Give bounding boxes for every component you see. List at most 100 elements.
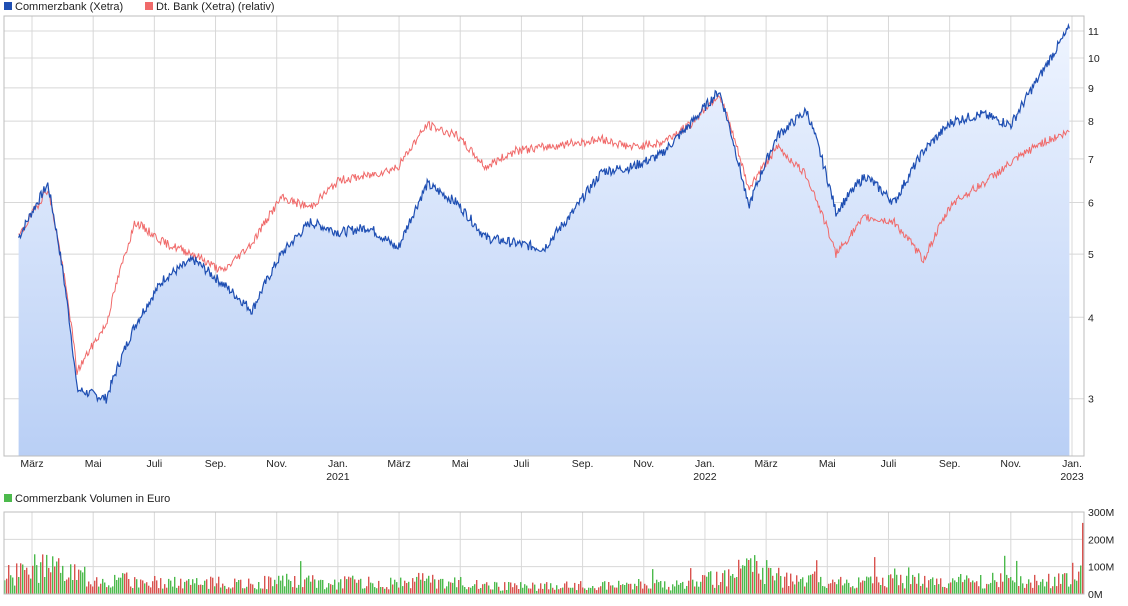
volume-bar [762, 567, 764, 594]
volume-bar [78, 569, 80, 594]
volume-bar [588, 587, 590, 594]
volume-bar [104, 582, 106, 594]
volume-panel-frame [3, 511, 1085, 595]
volume-bar [616, 587, 618, 594]
volume-bar [1010, 577, 1012, 594]
x-tick-label: Mai [452, 458, 469, 470]
volume-bar [282, 575, 284, 594]
volume-bar [68, 577, 70, 594]
volume-bar [246, 586, 248, 594]
volume-bar [50, 572, 52, 594]
x-tick-label: Sep. [939, 458, 961, 470]
legend-swatch-volume [4, 494, 12, 502]
volume-bar [76, 580, 78, 594]
volume-bar [438, 579, 440, 594]
deutsche-bank-relative-line [18, 94, 1070, 375]
volume-bar [342, 588, 344, 594]
volume-bar [426, 578, 428, 594]
volume-bar [700, 581, 702, 594]
volume-bar [880, 585, 882, 594]
x-tick-label: Nov. [1000, 458, 1021, 470]
volume-y-axis: 0M 100M 200M 300M [1088, 507, 1114, 601]
volume-bar [472, 586, 474, 594]
volume-bar [780, 576, 782, 594]
x-tick-label: März [754, 458, 777, 470]
volume-bar [990, 582, 992, 594]
volume-bar [744, 565, 746, 594]
volume-bar [658, 582, 660, 594]
x-tick-label: März [387, 458, 410, 470]
volume-bar [278, 575, 280, 594]
price-y-tick-label: 11 [1088, 26, 1099, 38]
volume-bar [972, 580, 974, 594]
volume-bar [954, 580, 956, 594]
volume-bar [22, 564, 24, 594]
volume-bar [540, 583, 542, 594]
volume-bar [326, 587, 328, 594]
volume-bar [150, 587, 152, 594]
volume-bar [562, 587, 564, 594]
volume-bar [332, 584, 334, 594]
legend-label-volume: Commerzbank Volumen in Euro [15, 493, 170, 505]
volume-bar [912, 574, 914, 594]
volume-bar [666, 589, 668, 594]
volume-bar [178, 585, 180, 594]
volume-bar [656, 579, 658, 594]
volume-bar [804, 586, 806, 594]
volume-bar [402, 586, 404, 594]
volume-bar [1050, 588, 1052, 594]
volume-bar [560, 588, 562, 594]
price-y-tick-label: 3 [1088, 394, 1094, 406]
volume-bar [918, 573, 920, 594]
x-tick-label: Mai [819, 458, 836, 470]
volume-bar [26, 567, 28, 594]
volume-bar [456, 587, 458, 594]
volume-bar [218, 576, 220, 594]
legend-swatch-commerzbank [4, 2, 12, 10]
volume-bar [872, 583, 874, 594]
volume-bar [652, 569, 654, 594]
volume-bar [810, 574, 812, 594]
x-year-label: 2021 [326, 471, 350, 483]
volume-bar [352, 575, 354, 594]
volume-bar [116, 580, 118, 594]
volume-bar [520, 582, 522, 594]
volume-bar [960, 574, 962, 594]
volume-bar [770, 568, 772, 594]
volume-bar [482, 584, 484, 594]
volume-bar [674, 586, 676, 594]
volume-bar [750, 558, 752, 594]
volume-bar [296, 587, 298, 594]
volume-bar [476, 580, 478, 594]
volume-bar [1032, 587, 1034, 594]
volume-bar [860, 582, 862, 594]
x-tick-label: Juli [881, 458, 897, 470]
volume-bar [308, 575, 310, 594]
volume-bar [822, 586, 824, 594]
volume-bar [124, 573, 126, 594]
volume-bar [934, 585, 936, 594]
volume-bar [754, 555, 756, 594]
volume-bar [10, 575, 12, 594]
volume-bar [628, 583, 630, 594]
volume-bar [830, 583, 832, 594]
volume-bar [900, 574, 902, 594]
volume-bar [856, 587, 858, 594]
volume-bar [812, 573, 814, 594]
volume-bar [832, 579, 834, 594]
volume-bar [958, 576, 960, 594]
volume-bar [88, 581, 90, 594]
volume-bar [584, 588, 586, 594]
volume-bar [60, 572, 62, 594]
volume-bar [1020, 576, 1022, 594]
volume-bar [1072, 562, 1074, 594]
volume-bar [366, 586, 368, 594]
volume-bar [406, 583, 408, 594]
volume-bar [4, 580, 6, 594]
volume-bar [526, 585, 528, 594]
volume-bar [1058, 573, 1060, 594]
volume-bar [696, 581, 698, 594]
volume-bar [1070, 584, 1072, 594]
volume-bar [214, 586, 216, 594]
volume-bar [162, 588, 164, 594]
